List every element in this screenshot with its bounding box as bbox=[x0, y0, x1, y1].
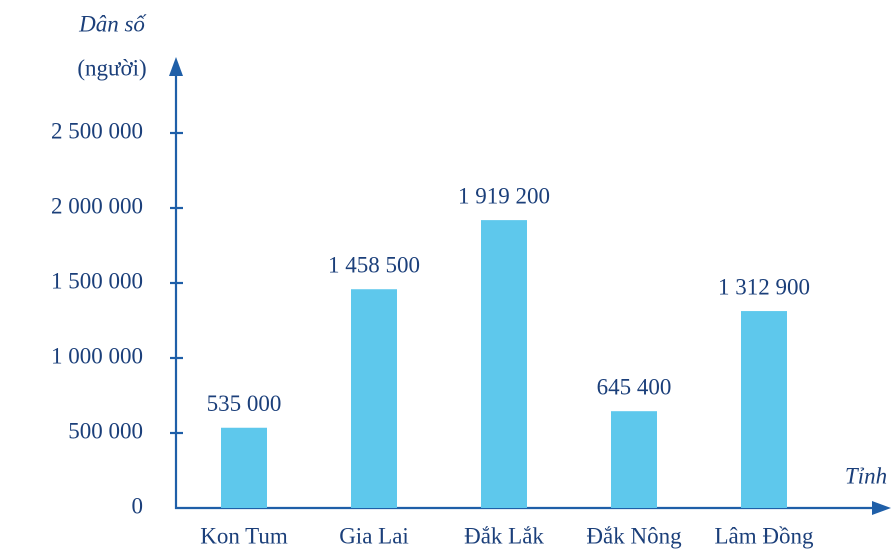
y-axis-unit: (người) bbox=[77, 55, 146, 80]
value-label: 535 000 bbox=[207, 391, 282, 416]
y-tick-label: 2 000 000 bbox=[51, 193, 143, 218]
x-tick-label: Đắk Nông bbox=[586, 523, 682, 548]
y-arrow bbox=[169, 57, 183, 76]
value-label: 1 458 500 bbox=[328, 253, 420, 278]
x-arrow bbox=[872, 501, 891, 515]
x-tick-label: Lâm Đồng bbox=[714, 523, 814, 548]
y-tick-label: 2 500 000 bbox=[51, 118, 143, 143]
x-tick-label: Đắk Lắk bbox=[464, 523, 544, 548]
y-tick-label: 1 000 000 bbox=[51, 343, 143, 368]
x-tick-label: Kon Tum bbox=[200, 523, 288, 548]
bar bbox=[611, 411, 657, 508]
y-tick-label: 1 500 000 bbox=[51, 268, 143, 293]
value-label: 1 919 200 bbox=[458, 183, 550, 208]
x-tick-label: Gia Lai bbox=[339, 523, 409, 548]
bar bbox=[481, 220, 527, 508]
y-axis-title: Dân số bbox=[78, 11, 147, 36]
bar bbox=[221, 427, 267, 508]
y-tick-label: 500 000 bbox=[68, 418, 143, 443]
y-tick-label: 0 bbox=[132, 493, 144, 518]
value-label: 1 312 900 bbox=[718, 274, 810, 299]
bar bbox=[741, 311, 787, 508]
bar bbox=[351, 289, 397, 508]
x-axis-title: Tỉnh bbox=[845, 463, 887, 488]
value-label: 645 400 bbox=[597, 374, 672, 399]
